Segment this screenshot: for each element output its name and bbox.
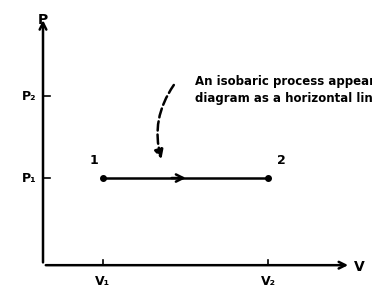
Text: P₁: P₁ [22,172,36,185]
Text: P₂: P₂ [22,90,36,103]
Text: P: P [38,13,48,27]
FancyArrowPatch shape [155,85,174,156]
Text: 2: 2 [277,154,286,167]
Text: V₂: V₂ [261,275,276,288]
Text: 1: 1 [90,154,99,167]
Text: V: V [354,259,365,274]
Text: An isobaric process appears on a PV
diagram as a horizontal line: An isobaric process appears on a PV diag… [195,75,372,105]
Text: V₁: V₁ [95,275,110,288]
